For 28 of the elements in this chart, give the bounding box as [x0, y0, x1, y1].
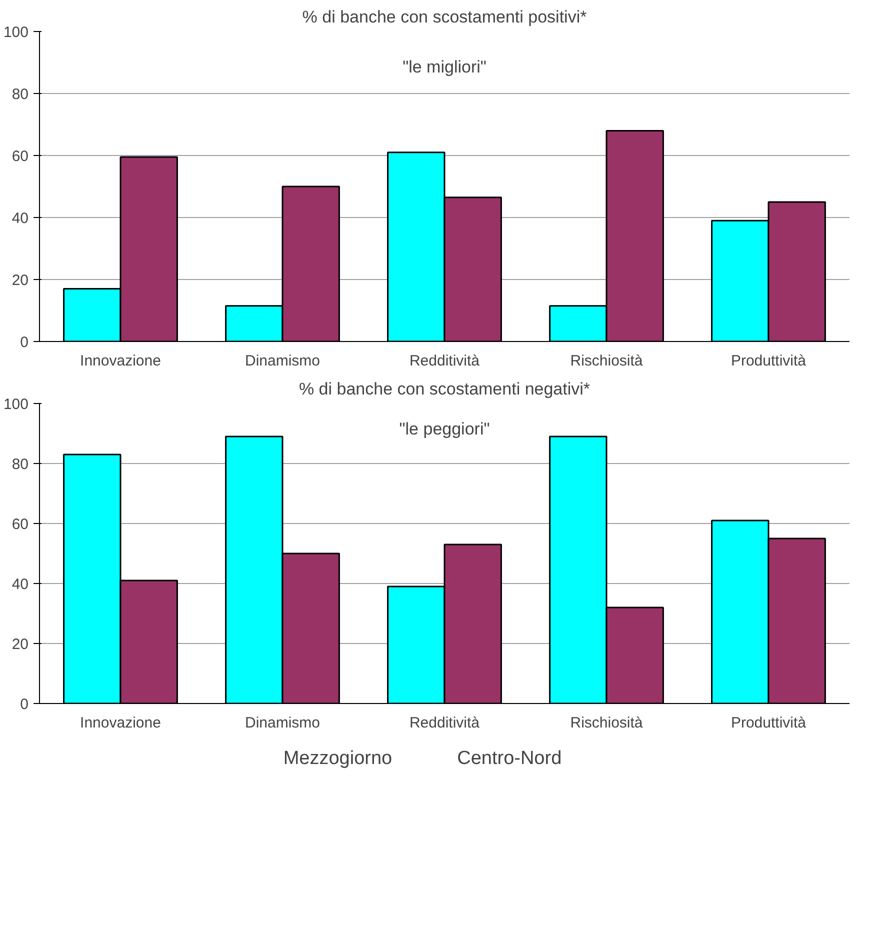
text: Centro-Nord [457, 748, 562, 770]
chart-title: % di banche con scostamenti negativi* [298, 380, 590, 398]
x-tick-label: Dinamismo [244, 352, 320, 370]
x-tick-label: Innovazione [80, 714, 161, 732]
y-tick-label: 20 [12, 272, 29, 289]
x-tick-label: Redditività [409, 352, 480, 370]
x-tick-label: Innovazione [80, 352, 161, 370]
x-tick-label: Dinamismo [244, 714, 320, 732]
x-tick-label: Rischiosità [570, 714, 644, 732]
chart-title: % di banche con scostamenti positivi* [302, 8, 588, 26]
y-tick-label: 100 [3, 24, 29, 41]
y-tick-label: 60 [12, 148, 29, 165]
y-tick-label: 40 [12, 210, 29, 227]
annotation: "le migliori" [402, 58, 486, 76]
y-tick-label: 100 [3, 396, 29, 413]
text: Mezzogiorno [283, 748, 392, 770]
y-tick-label: 80 [12, 456, 29, 473]
y-tick-label: 80 [12, 86, 29, 103]
y-tick-label: 0 [20, 334, 28, 351]
x-tick-label: Redditività [409, 714, 480, 732]
y-tick-label: 20 [12, 636, 29, 653]
x-tick-label: Produttività [730, 714, 807, 732]
y-tick-label: 0 [20, 696, 28, 713]
x-tick-label: Produttività [730, 352, 807, 370]
y-tick-label: 60 [12, 516, 29, 533]
y-tick-label: 40 [12, 576, 29, 593]
annotation: "le peggiori" [399, 420, 490, 438]
x-tick-label: Rischiosità [570, 352, 644, 370]
